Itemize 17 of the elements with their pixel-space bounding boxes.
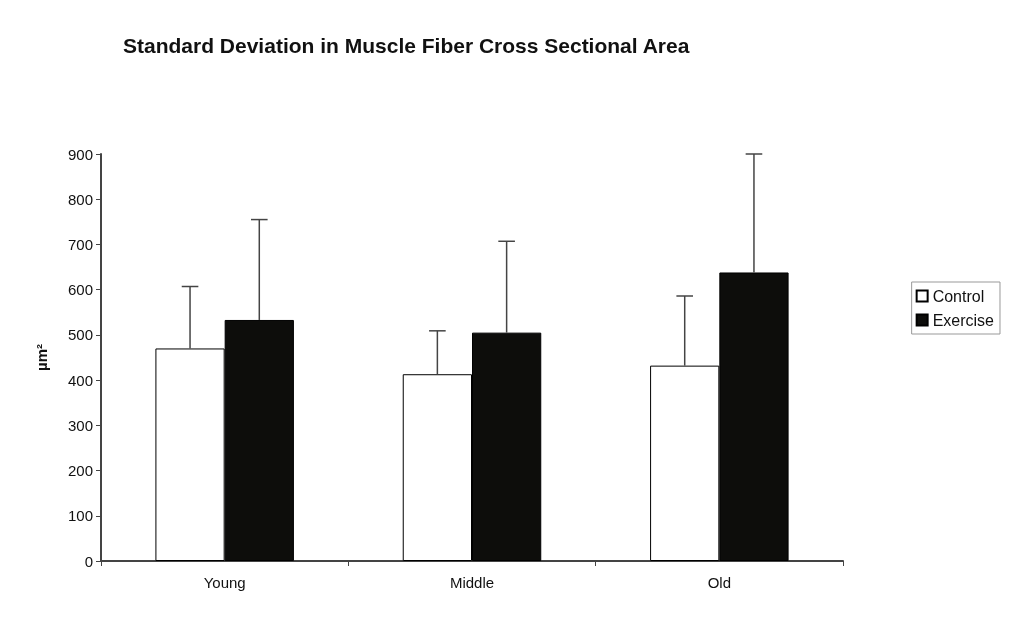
legend-label: Exercise [932, 311, 995, 329]
x-tick-label: Old [707, 574, 732, 591]
y-tick-label: 900 [67, 145, 93, 163]
legend-label: Control [932, 287, 985, 305]
y-tick-label: 400 [67, 371, 93, 389]
x-tick-label: Young [203, 574, 246, 591]
y-tick-label: 0 [84, 552, 93, 570]
y-tick-label: 300 [67, 416, 93, 434]
y-tick-label: 800 [67, 190, 93, 208]
y-tick-label: 100 [67, 507, 93, 525]
y-tick-label: 500 [67, 326, 93, 344]
y-tick-label: 600 [67, 281, 93, 299]
y-axis-title: µm² [33, 344, 50, 371]
x-tick-label: Middle [449, 574, 495, 591]
y-tick-label: 700 [67, 235, 93, 253]
chart-title: Standard Deviation in Muscle Fiber Cross Sectional Area [123, 34, 690, 57]
y-tick-label: 200 [67, 462, 93, 480]
